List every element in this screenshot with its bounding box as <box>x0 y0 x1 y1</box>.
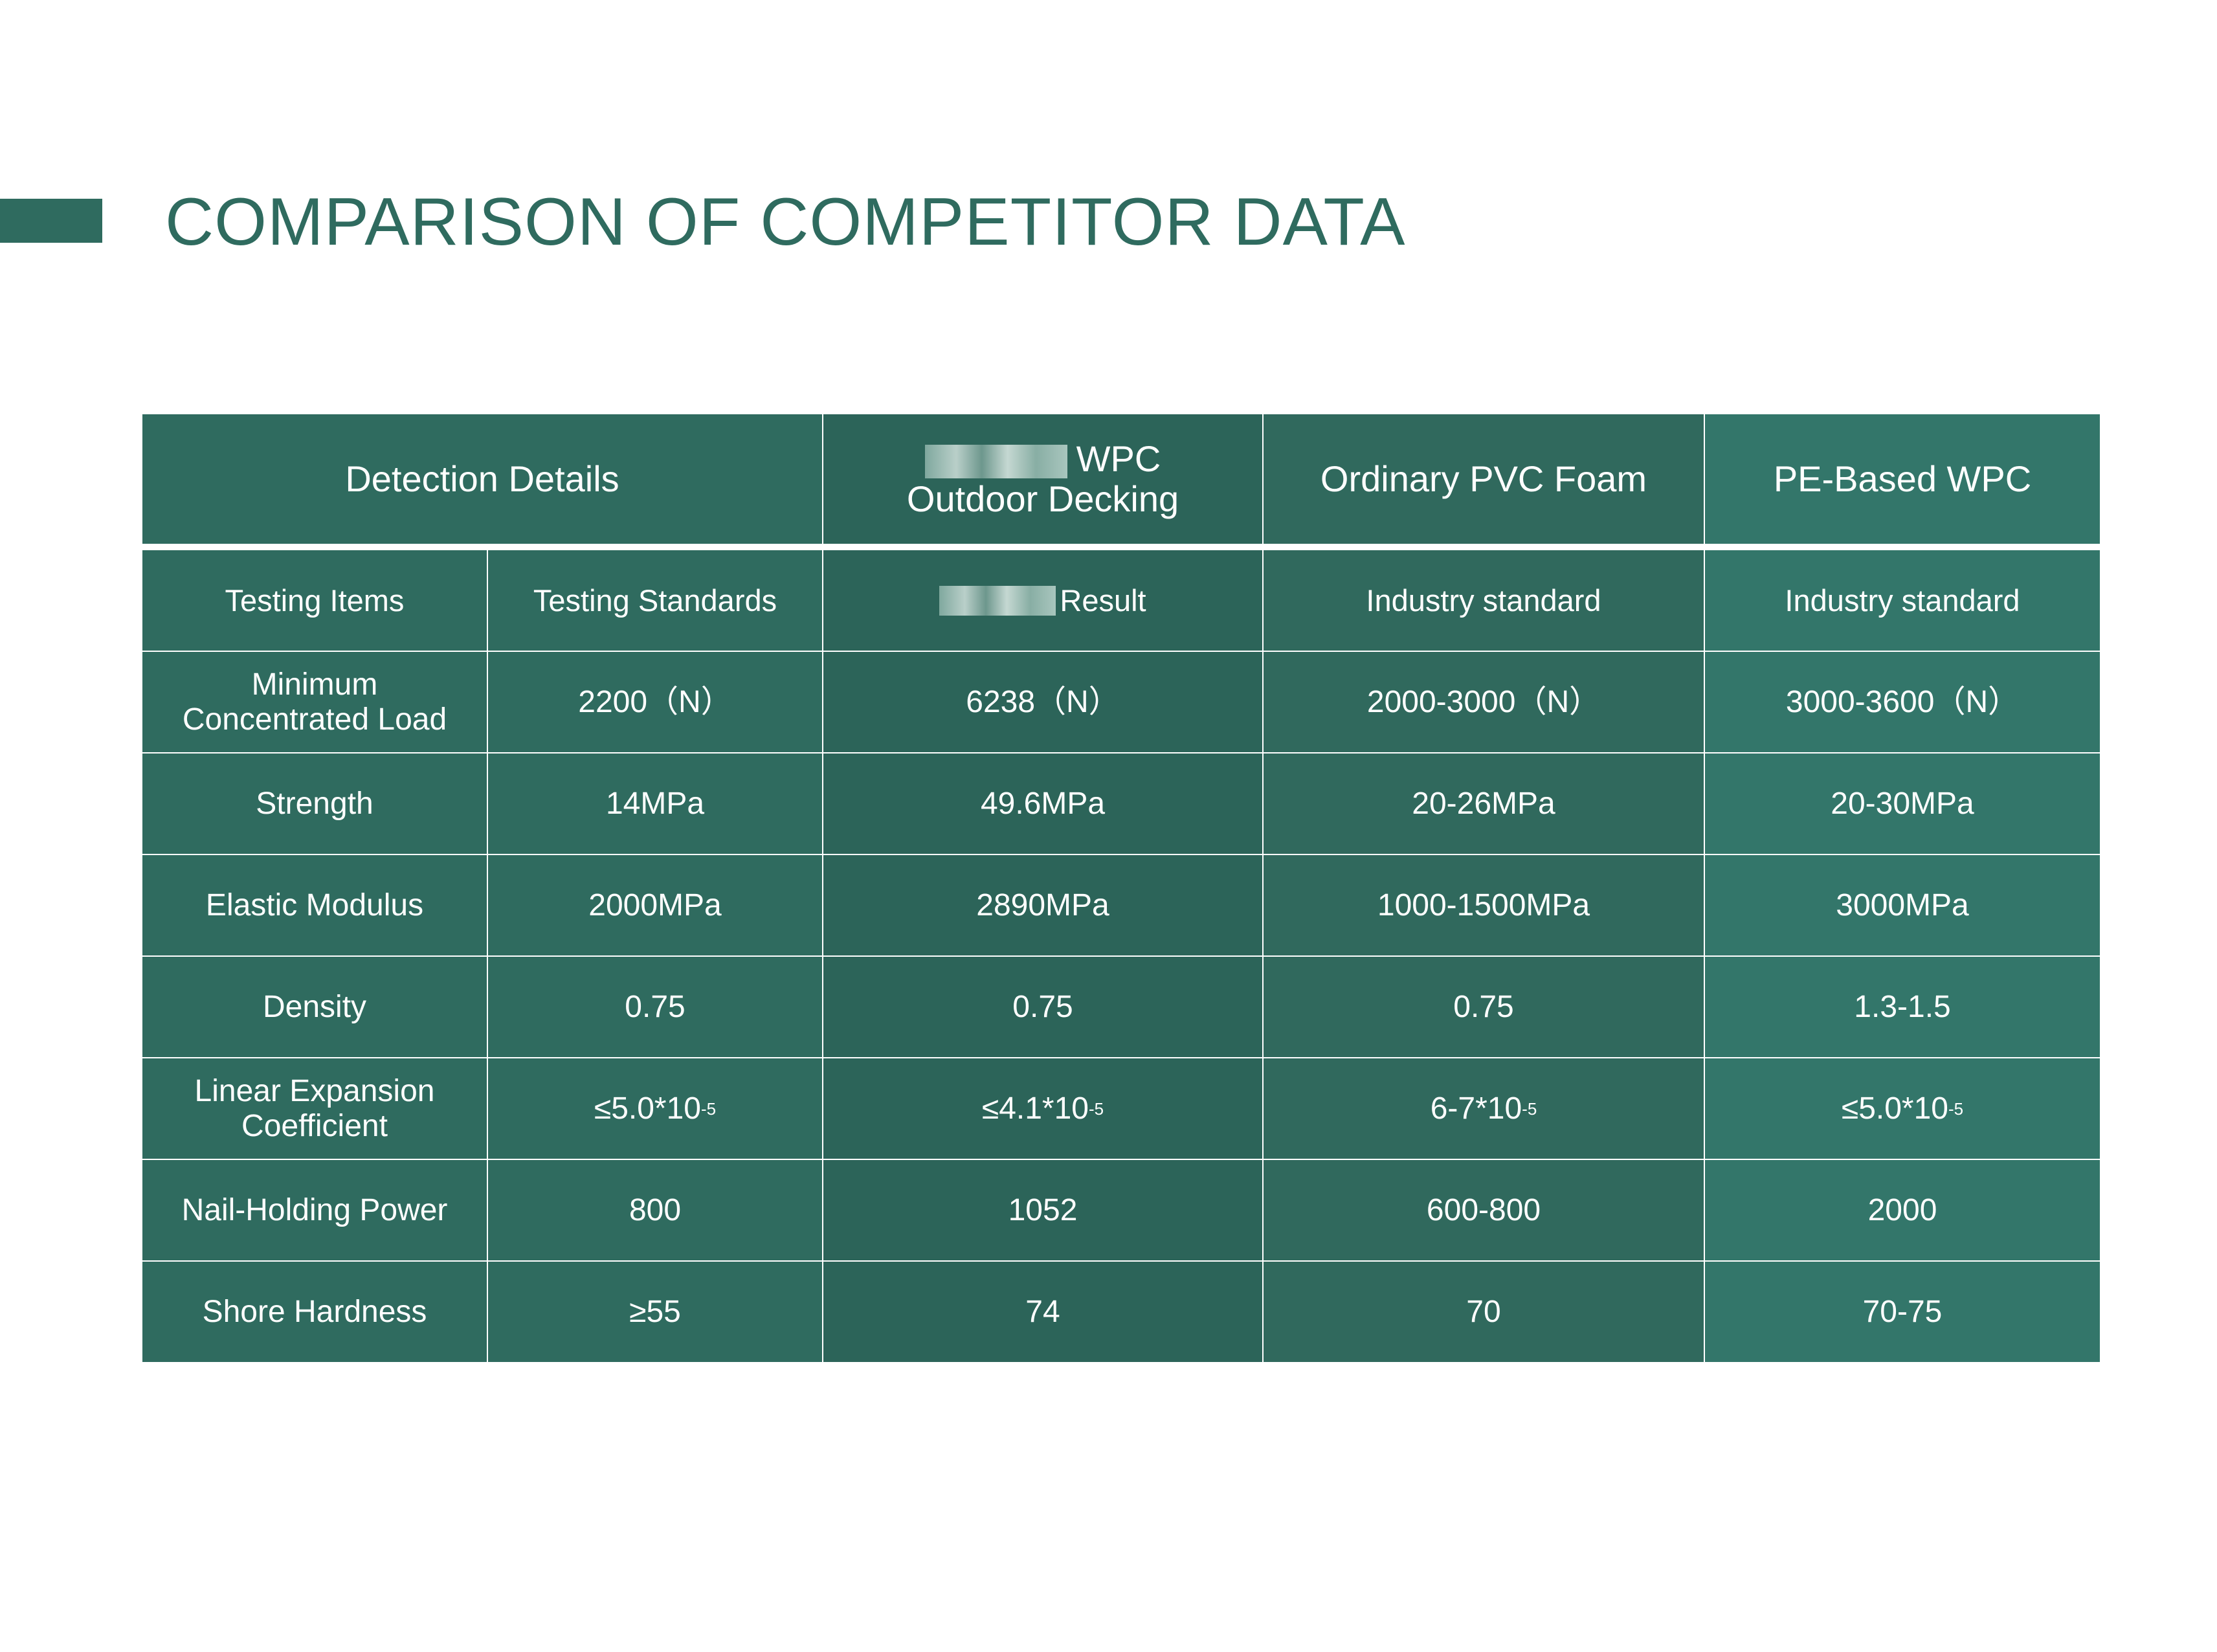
testing-standard: 800 <box>488 1160 822 1260</box>
subheader-testing-items: Testing Items <box>142 550 487 651</box>
header-pvc-foam: Ordinary PVC Foam <box>1264 414 1704 544</box>
pvc-value: 6-7*10 -5 <box>1264 1058 1704 1159</box>
own-result: 6238（N） <box>823 652 1262 752</box>
subheader-pvc: Industry standard <box>1264 550 1704 651</box>
header-own-product-line2: Outdoor Decking <box>906 478 1179 519</box>
table-row: Shore Hardness ≥55 74 70 70-75 <box>142 1262 2100 1362</box>
pvc-value: 600-800 <box>1264 1160 1704 1260</box>
pe-value: 70-75 <box>1705 1262 2100 1362</box>
subheader-result: Result <box>823 550 1262 651</box>
pe-value: ≤5.0*10 -5 <box>1705 1058 2100 1159</box>
header-detection-details: Detection Details <box>142 414 822 544</box>
pe-value: 20-30MPa <box>1705 753 2100 854</box>
testing-item: Density <box>142 957 487 1057</box>
table-header-row: Detection Details WPC Outdoor Decking Or… <box>142 414 2100 544</box>
pvc-value: 70 <box>1264 1262 1704 1362</box>
subheader-pe: Industry standard <box>1705 550 2100 651</box>
testing-standard: 0.75 <box>488 957 822 1057</box>
table-row: Linear Expansion Coefficient ≤5.0*10 -5 ≤… <box>142 1058 2100 1159</box>
pvc-value: 1000-1500MPa <box>1264 855 1704 955</box>
pe-value: 3000-3600（N） <box>1705 652 2100 752</box>
testing-item: Nail-Holding Power <box>142 1160 487 1260</box>
table-row: Nail-Holding Power 800 1052 600-800 2000 <box>142 1160 2100 1260</box>
subheader-testing-standards: Testing Standards <box>488 550 822 651</box>
redacted-brand-logo <box>939 585 1056 616</box>
testing-standard: ≤5.0*10 -5 <box>488 1058 822 1159</box>
header-own-product-suffix: WPC <box>1076 438 1161 479</box>
table-row: Strength 14MPa 49.6MPa 20-26MPa 20-30MPa <box>142 753 2100 854</box>
table-row: Minimum Concentrated Load 2200（N） 6238（N… <box>142 652 2100 752</box>
testing-item: Shore Hardness <box>142 1262 487 1362</box>
header-own-product: WPC Outdoor Decking <box>823 414 1262 544</box>
pe-value: 1.3-1.5 <box>1705 957 2100 1057</box>
pvc-value: 2000-3000（N） <box>1264 652 1704 752</box>
own-result: 49.6MPa <box>823 753 1262 854</box>
testing-item: Elastic Modulus <box>142 855 487 955</box>
own-result: ≤4.1*10 -5 <box>823 1058 1262 1159</box>
pe-value: 2000 <box>1705 1160 2100 1260</box>
testing-standard: ≥55 <box>488 1262 822 1362</box>
testing-standard: 2200（N） <box>488 652 822 752</box>
pvc-value: 20-26MPa <box>1264 753 1704 854</box>
testing-item: Strength <box>142 753 487 854</box>
own-result: 1052 <box>823 1160 1262 1260</box>
page-title: COMPARISON OF COMPETITOR DATA <box>165 184 1406 260</box>
testing-item: Minimum Concentrated Load <box>142 652 487 752</box>
own-result: 2890MPa <box>823 855 1262 955</box>
testing-item: Linear Expansion Coefficient <box>142 1058 487 1159</box>
table-row: Elastic Modulus 2000MPa 2890MPa 1000-150… <box>142 855 2100 955</box>
pe-value: 3000MPa <box>1705 855 2100 955</box>
pvc-value: 0.75 <box>1264 957 1704 1057</box>
comparison-table: Detection Details WPC Outdoor Decking Or… <box>142 414 2100 1363</box>
table-row: Density 0.75 0.75 0.75 1.3-1.5 <box>142 957 2100 1057</box>
title-accent-bar <box>0 199 102 243</box>
testing-standard: 14MPa <box>488 753 822 854</box>
testing-standard: 2000MPa <box>488 855 822 955</box>
redacted-brand-logo <box>924 445 1067 479</box>
own-result: 74 <box>823 1262 1262 1362</box>
header-pe-wpc: PE-Based WPC <box>1705 414 2100 544</box>
subheader-row: Testing Items Testing Standards Result I… <box>142 550 2100 651</box>
own-result: 0.75 <box>823 957 1262 1057</box>
